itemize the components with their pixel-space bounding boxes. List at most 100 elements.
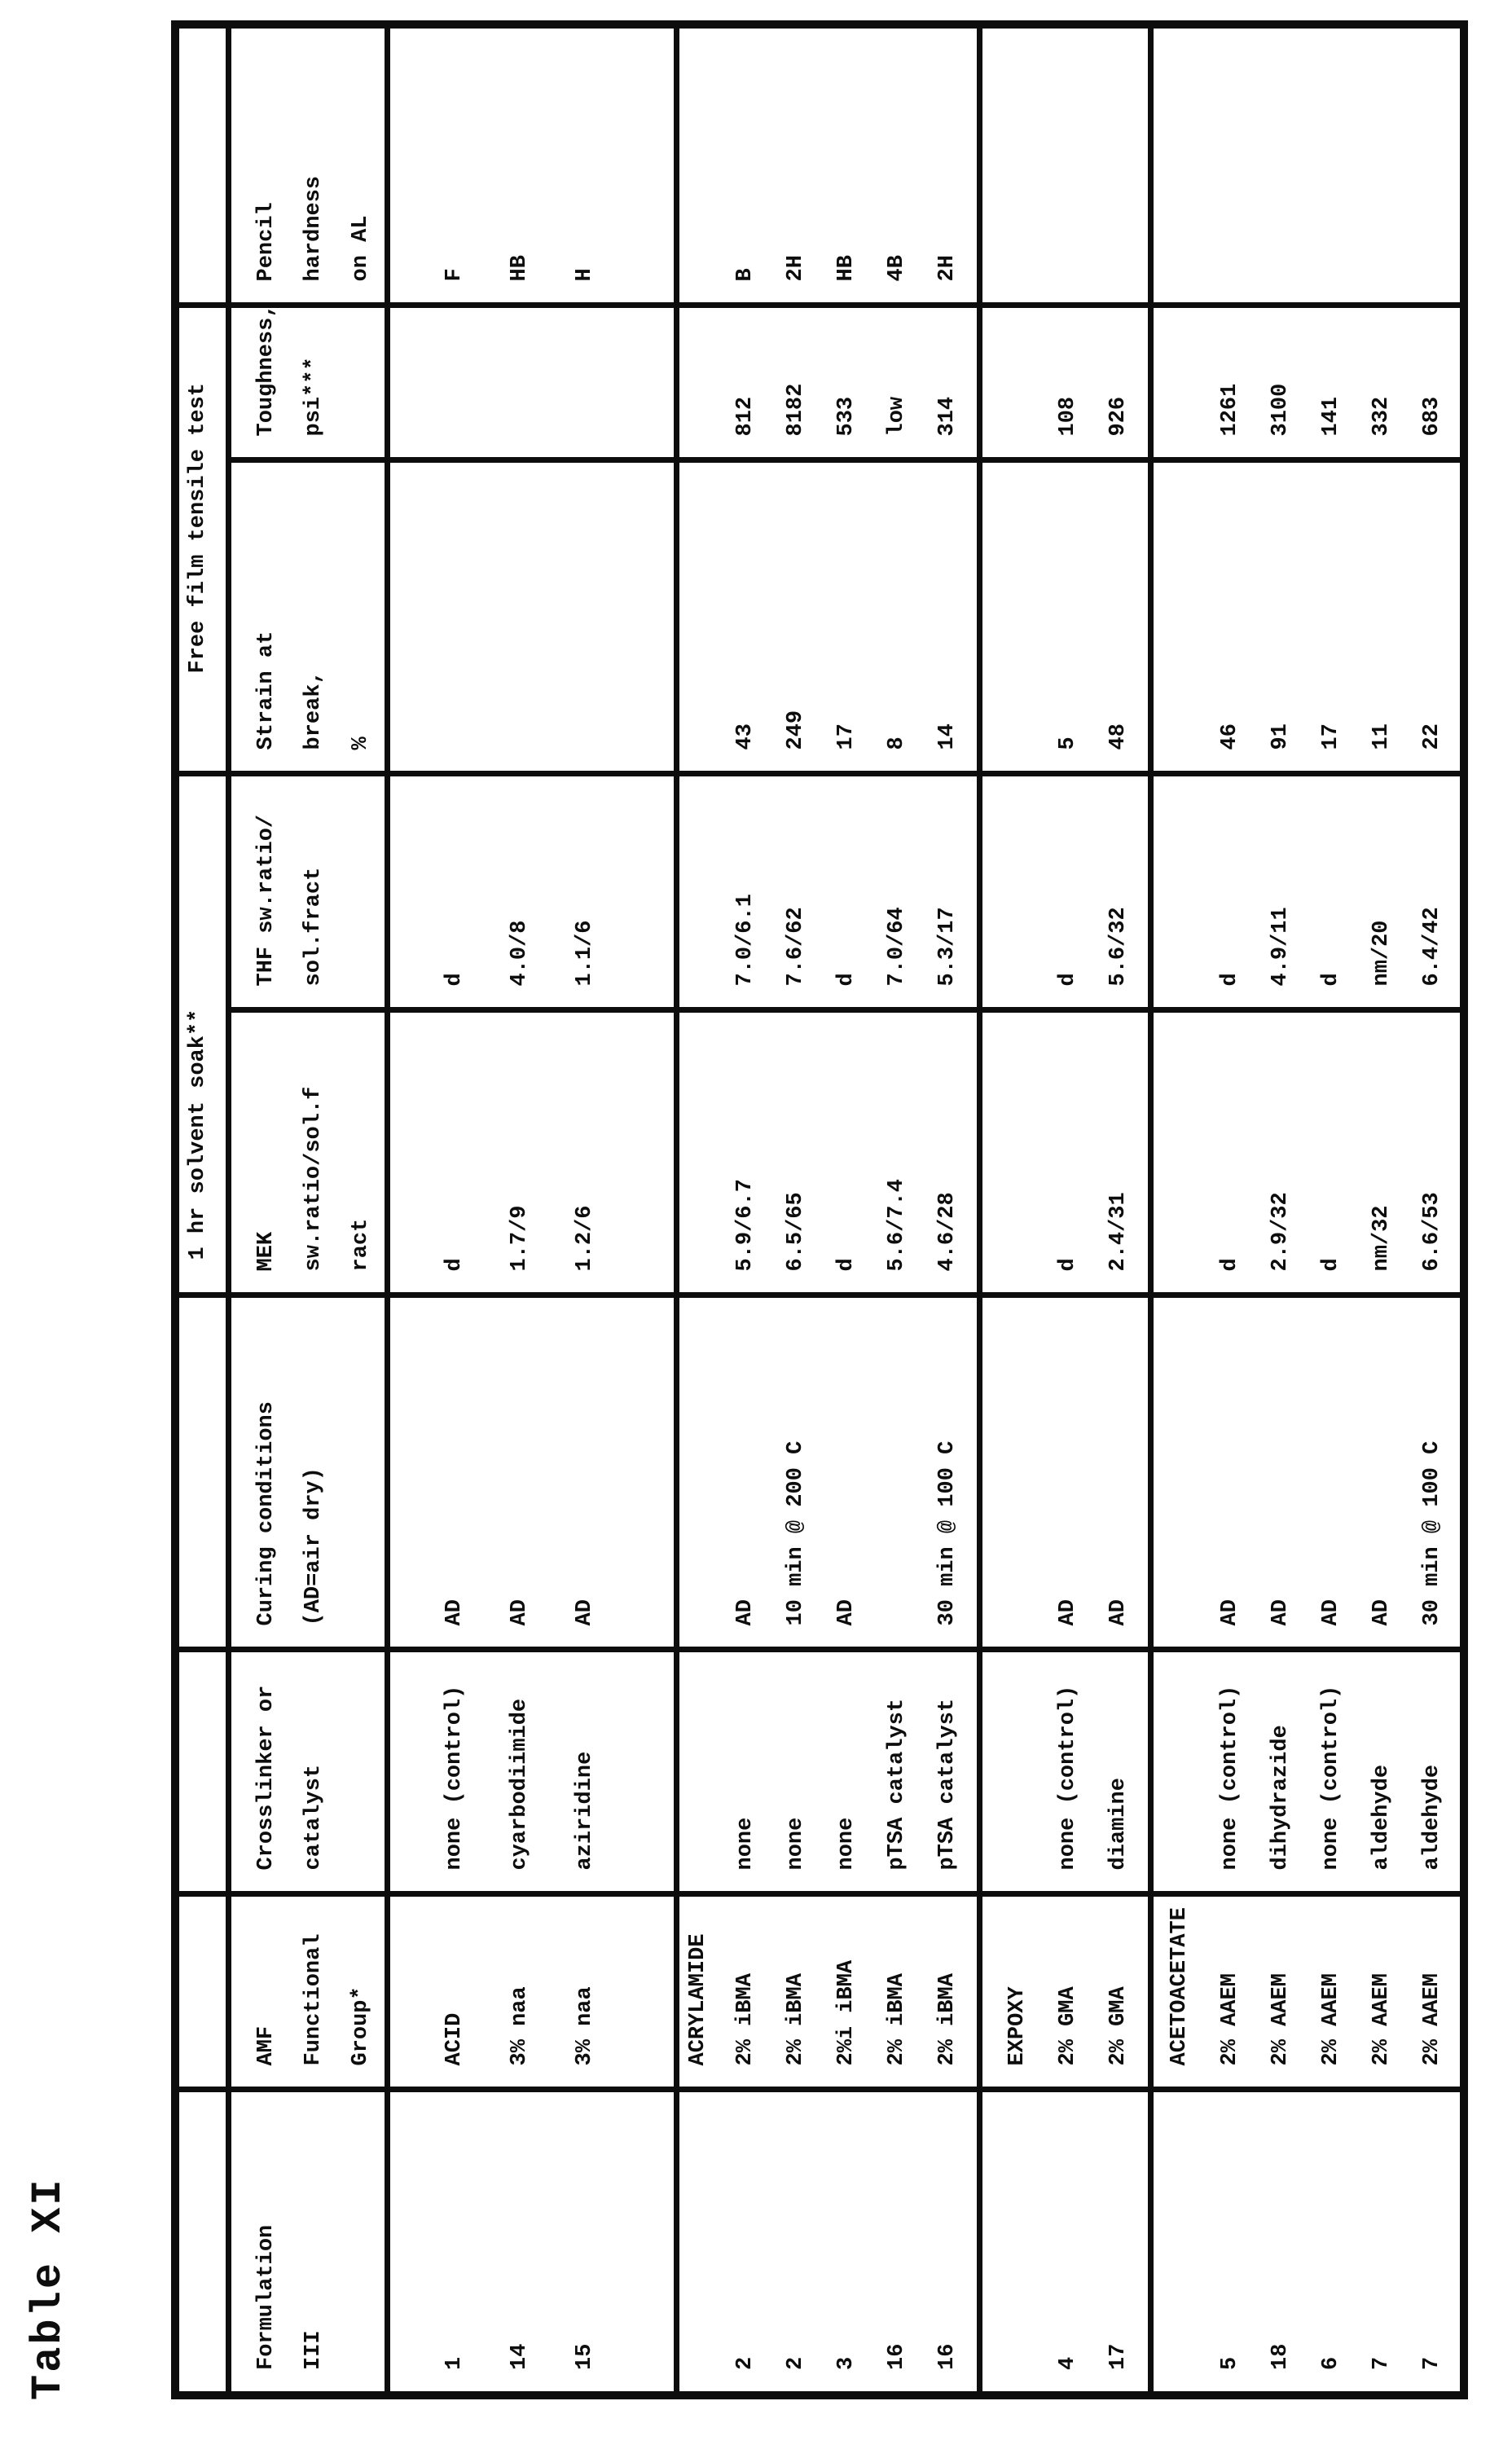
cell-crosslinker: none <box>727 1650 777 1894</box>
cell-mek: 5.6/7.4 <box>878 1010 929 1295</box>
group-acrylamide: ACRYLAMIDE 2 2% iBMA none AD 5.9/6.7 7.0/6.1 43… <box>676 24 979 2395</box>
cell-mek: 1.7/9 <box>501 1010 566 1295</box>
cell-empty <box>999 2090 1049 2395</box>
spacer-cell <box>1150 305 1161 460</box>
group-label: ACRYLAMIDE <box>676 1894 727 2090</box>
spacer-cell <box>979 305 999 460</box>
cell-curing: AD <box>1211 1295 1262 1650</box>
cell-functional: 2% AAEM <box>1211 1894 1262 2090</box>
cell-formulation: 17 <box>1100 2090 1150 2395</box>
cell-toughness: 3100 <box>1262 305 1312 460</box>
spacer-cell <box>1150 1650 1161 1894</box>
cell-curing: AD <box>566 1295 631 1650</box>
table-row: 14 3% naa cyarbodiimide AD 1.7/9 4.0/8 HB <box>501 24 566 2395</box>
cell-thf: 1.1/6 <box>566 773 631 1010</box>
cell-strain: 5 <box>1049 460 1100 774</box>
spacer-cell <box>979 2090 999 2395</box>
cell-crosslinker: none (control) <box>1049 1650 1100 1894</box>
cell-crosslinker: aziridine <box>566 1650 631 1894</box>
cell-curing: AD <box>501 1295 566 1650</box>
cell-thf: 4.0/8 <box>501 773 566 1010</box>
cell-functional: 2% iBMA <box>929 1894 979 2090</box>
cell-curing: 10 min @ 200 C <box>777 1295 828 1650</box>
spanner-solvent-soak: 1 hr solvent soak** <box>175 773 228 1295</box>
group-acetoacetate: ACETOACETATE 5 2% AAEM none (control) AD d d 46… <box>1150 24 1464 2395</box>
cell-mek: 2.4/31 <box>1100 1010 1150 1295</box>
cell-empty <box>999 305 1049 460</box>
spacer-cell <box>631 2090 676 2395</box>
cell-formulation: 15 <box>566 2090 631 2395</box>
cell-formulation: 2 <box>777 2090 828 2395</box>
cell-mek: 6.6/53 <box>1413 1010 1464 1295</box>
col-header-mek: MEK sw.ratio/sol.f ract <box>228 1010 387 1295</box>
cell-crosslinker: none (control) <box>1312 1650 1363 1894</box>
cell-empty <box>676 24 727 306</box>
table-row: 7 2% AAEM aldehyde 30 min @ 100 C 6.6/53 6.4/… <box>1413 24 1464 2395</box>
cell-formulation: 16 <box>929 2090 979 2395</box>
cell-crosslinker: dihydrazide <box>1262 1650 1312 1894</box>
cell-thf: 5.3/17 <box>929 773 979 1010</box>
spacer-row <box>1150 24 1161 2395</box>
data-table: 1 hr solvent soak** Free film tensile te… <box>171 20 1468 2399</box>
cell-pencil <box>1312 24 1363 306</box>
cell-thf: d <box>828 773 878 1010</box>
cell-thf: nm/20 <box>1363 773 1413 1010</box>
cell-strain: 43 <box>727 460 777 774</box>
spacer-cell <box>631 305 676 460</box>
spacer-cell <box>387 1010 436 1295</box>
col-header-curing: Curing conditions (AD=air dry) <box>228 1295 387 1650</box>
cell-pencil <box>1262 24 1312 306</box>
spacer-cell <box>1150 1010 1161 1295</box>
spacer-cell <box>979 460 999 774</box>
spacer-cell <box>631 1295 676 1650</box>
table-row: 6 2% AAEM none (control) AD d d 17 141 <box>1312 24 1363 2395</box>
cell-thf: 7.0/64 <box>878 773 929 1010</box>
cell-functional: 2% iBMA <box>878 1894 929 2090</box>
cell-functional: 2% AAEM <box>1312 1894 1363 2090</box>
cell-thf: 7.6/62 <box>777 773 828 1010</box>
cell-formulation: 3 <box>828 2090 878 2395</box>
cell-toughness <box>436 305 501 460</box>
cell-toughness: 533 <box>828 305 878 460</box>
cell-empty <box>999 1010 1049 1295</box>
cell-curing: AD <box>1312 1295 1363 1650</box>
cell-pencil: 2H <box>929 24 979 306</box>
table-row: 7 2% AAEM aldehyde AD nm/32 nm/20 11 332 <box>1363 24 1413 2395</box>
cell-empty <box>1161 773 1211 1010</box>
cell-toughness: 8182 <box>777 305 828 460</box>
spacer-cell <box>387 773 436 1010</box>
cell-curing: AD <box>1049 1295 1100 1650</box>
spacer-cell <box>1150 1894 1161 2090</box>
table-row: 17 2% GMA diamine AD 2.4/31 5.6/32 48 926 <box>1100 24 1150 2395</box>
group-acid: 1 ACID none (control) AD d d F 14 3% naa cyarbodi… <box>387 24 676 2395</box>
cell-formulation: 7 <box>1413 2090 1464 2395</box>
cell-functional: 3% naa <box>566 1894 631 2090</box>
cell-toughness: 1261 <box>1211 305 1262 460</box>
cell-toughness: 314 <box>929 305 979 460</box>
cell-pencil: HB <box>501 24 566 306</box>
col-header-crosslinker: Crosslinker or catalyst <box>228 1650 387 1894</box>
cell-strain: 48 <box>1100 460 1150 774</box>
cell-curing <box>878 1295 929 1650</box>
cell-formulation: 1 <box>436 2090 501 2395</box>
table-row: 4 2% GMA none (control) AD d d 5 108 <box>1049 24 1100 2395</box>
spacer-cell <box>387 2090 436 2395</box>
cell-crosslinker: diamine <box>1100 1650 1150 1894</box>
cell-thf: 5.6/32 <box>1100 773 1150 1010</box>
spacer-cell <box>1150 773 1161 1010</box>
cell-thf: 6.4/42 <box>1413 773 1464 1010</box>
cell-thf: d <box>1312 773 1363 1010</box>
col-header-formulation: Formulation III <box>228 2090 387 2395</box>
cell-formulation: 4 <box>1049 2090 1100 2395</box>
cell-crosslinker: pTSA catalyst <box>878 1650 929 1894</box>
group-expoxy: EXPOXY 4 2% GMA none (control) AD d d 5 108 17 2% … <box>979 24 1150 2395</box>
cell-functional: 2% GMA <box>1049 1894 1100 2090</box>
table-header: 1 hr solvent soak** Free film tensile te… <box>175 24 387 2395</box>
cell-formulation: 2 <box>727 2090 777 2395</box>
cell-formulation: 7 <box>1363 2090 1413 2395</box>
cell-strain <box>501 460 566 774</box>
spacer-cell <box>1150 2090 1161 2395</box>
group-label: ACETOACETATE <box>1161 1894 1211 2090</box>
cell-crosslinker: none <box>828 1650 878 1894</box>
